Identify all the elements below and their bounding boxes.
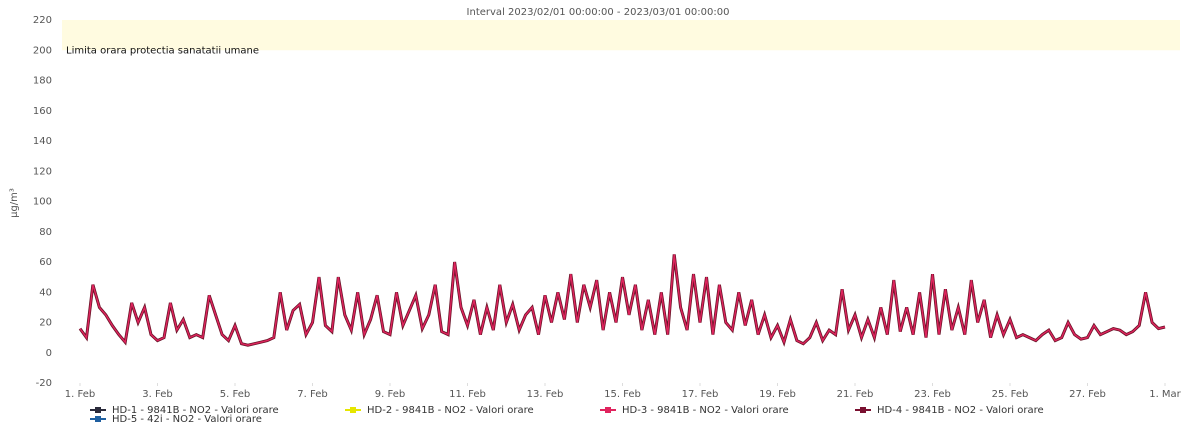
plot-band [62,20,1180,51]
legend-label[interactable]: HD-1 - 9841B - NO2 - Valori orare [112,405,279,416]
y-tick-label: 220 [33,15,52,26]
x-tick-label: 15. Feb [604,389,641,400]
legend-label[interactable]: HD-2 - 9841B - NO2 - Valori orare [367,405,534,416]
x-tick-label: 27. Feb [1069,389,1106,400]
x-tick-label: 1. Feb [65,389,95,400]
legend-label[interactable]: HD-4 - 9841B - NO2 - Valori orare [877,405,1044,416]
y-tick-label: 160 [33,106,52,117]
y-tick-label: 80 [39,227,52,238]
x-tick-label: 21. Feb [837,389,874,400]
x-tick-label: 13. Feb [527,389,564,400]
x-tick-label: 17. Feb [682,389,719,400]
y-tick-label: 140 [33,136,52,147]
series-line [79,254,1166,346]
x-tick-label: 9. Feb [375,389,405,400]
y-tick-label: 60 [39,257,52,268]
chart-title: Interval 2023/02/01 00:00:00 - 2023/03/0… [467,7,730,18]
y-tick-label: 40 [39,287,52,298]
y-tick-label: 200 [33,45,52,56]
legend-label[interactable]: HD-5 - 42i - NO2 - Valori orare [112,414,262,425]
y-tick-label: 0 [46,348,52,359]
x-tick-label: 23. Feb [914,389,951,400]
plot-band-label: Limita orara protectia sanatatii umane [66,45,259,56]
y-axis-label: µg/m³ [9,188,20,218]
y-tick-label: 20 [39,318,52,329]
y-tick-label: 180 [33,76,52,87]
x-tick-label: 11. Feb [449,389,486,400]
y-tick-label: -20 [36,378,52,389]
x-tick-label: 1. Mar [1149,389,1181,400]
legend-marker [95,407,101,413]
legend-label[interactable]: HD-3 - 9841B - NO2 - Valori orare [622,405,789,416]
x-tick-label: 3. Feb [142,389,172,400]
legend-marker [350,407,356,413]
y-tick-label: 120 [33,166,52,177]
y-tick-label: 100 [33,197,52,208]
x-tick-label: 25. Feb [992,389,1029,400]
x-tick-label: 7. Feb [297,389,327,400]
x-tick-label: 5. Feb [220,389,250,400]
legend-marker [605,407,611,413]
x-tick-label: 19. Feb [759,389,796,400]
legend-marker [95,416,101,422]
legend-marker [860,407,866,413]
